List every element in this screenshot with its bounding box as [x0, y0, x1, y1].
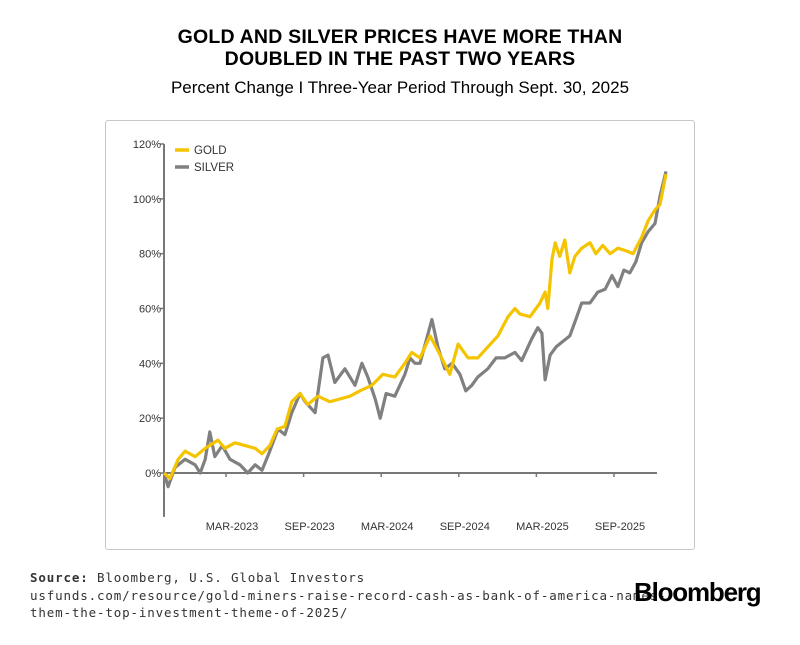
y-tick-label: 60% [139, 304, 161, 316]
source-text: Bloomberg, U.S. Global Investors [97, 570, 366, 585]
silver-series-line [162, 171, 668, 489]
source-note: Source: Bloomberg, U.S. Global Investors… [30, 569, 667, 622]
x-tick-label: SEP-2023 [285, 521, 335, 533]
gold-series-line [162, 173, 668, 481]
x-tick-label: SEP-2024 [440, 521, 490, 533]
x-tick-label: MAR-2025 [516, 521, 569, 533]
source-url-1: usfunds.com/resource/gold-miners-raise-r… [30, 587, 667, 603]
source-label: Source: [30, 570, 89, 585]
title-line-2: DOUBLED IN THE PAST TWO YEARS [224, 48, 576, 70]
title-line-1: GOLD AND SILVER PRICES HAVE MORE THAN [177, 26, 623, 48]
x-tick-label: MAR-2024 [361, 521, 414, 533]
silver-legend-label: SILVER [194, 162, 234, 174]
chart-frame [105, 120, 695, 550]
y-tick-label: 0% [145, 468, 161, 480]
x-tick-label: MAR-2023 [206, 521, 259, 533]
y-tick-label: 120% [133, 139, 161, 151]
chart-subtitle: Percent Change I Three-Year Period Throu… [170, 78, 630, 97]
chart-title: GOLD AND SILVER PRICES HAVE MORE THAN DO… [0, 26, 800, 70]
y-tick-label: 100% [133, 194, 161, 206]
y-tick-label: 80% [139, 249, 161, 261]
bloomberg-logo: Bloomberg [634, 577, 762, 607]
x-tick-label: SEP-2025 [595, 521, 645, 533]
y-tick-label: 40% [139, 358, 161, 370]
legend: GOLD SILVER [175, 145, 234, 174]
gold-legend-label: GOLD [194, 145, 227, 157]
y-tick-label: 20% [139, 413, 161, 425]
source-url-2: them-the-top-investment-theme-of-2025/ [30, 605, 349, 620]
